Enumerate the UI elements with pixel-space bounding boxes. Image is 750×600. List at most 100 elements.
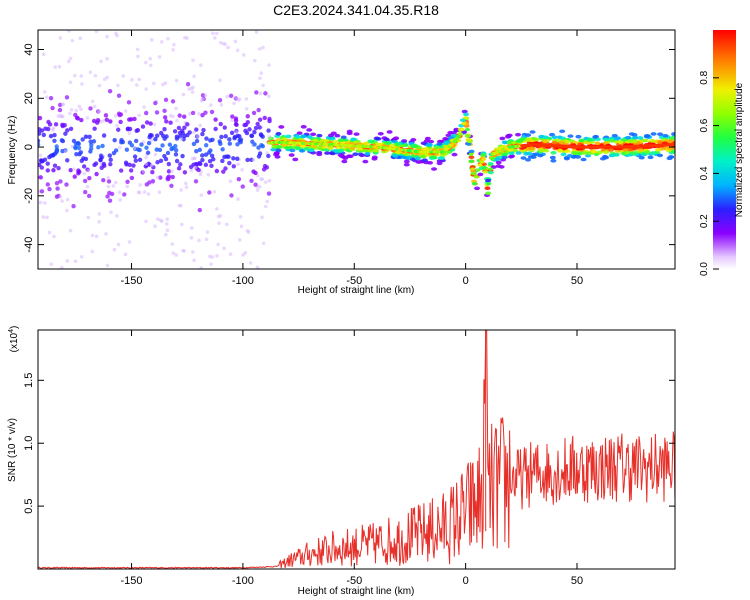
spectrogram-point [99,59,103,64]
spectrogram-point [125,126,131,132]
spectrogram-point [144,87,148,91]
spectrogram-point [97,109,101,114]
spectrogram-point [592,135,599,139]
spectrogram-point [353,132,360,136]
spectrogram-point [118,168,124,173]
spectrogram-point [632,135,639,140]
spectrogram-point [200,153,205,158]
spectrogram-point [502,152,509,157]
spectrogram-point [38,142,41,147]
spectrogram-point [170,169,174,173]
spectrogram-point [86,215,91,220]
spectrogram-point [177,113,182,118]
spectrogram-point [60,148,65,154]
spectrogram-point [442,136,449,141]
spectrogram-point [229,193,234,198]
spectrogram-point [436,161,443,166]
x-tick-label: -150 [121,575,143,587]
spectrogram-point [426,142,433,147]
spectrogram-point [241,53,246,57]
spectrogram-point [190,250,195,254]
spectrogram-point [89,146,94,151]
spectrogram-point [105,75,110,80]
spectrogram-point [74,115,80,120]
spectrogram-point [123,109,128,113]
spectrogram-point [347,154,354,159]
spectrogram-point [135,127,141,133]
spectrogram-point [68,80,73,85]
spectrogram-point [85,184,90,189]
spectrogram-point [559,129,566,134]
spectrogram-point [162,108,167,114]
spectrogram-point [179,137,184,141]
spectrogram-point [130,78,134,82]
spectrogram-point [495,164,502,168]
spectrogram-point [183,35,187,40]
spectrogram-point [52,132,57,138]
spectrogram-point [223,42,228,46]
spectrogram-point [389,143,396,148]
spectrogram-point [415,145,422,149]
spectrogram-point [550,159,557,163]
spectrogram-point [199,193,204,197]
spectrogram-point [215,254,219,258]
spectrogram-point [252,142,257,147]
spectrogram-point [572,151,579,156]
spectrogram-point [91,139,97,144]
spectrogram-point [194,148,199,154]
spectrogram-point [73,259,78,264]
spectrogram-point [133,138,139,144]
spectrogram-point [190,110,196,116]
spectrogram-point [235,133,240,139]
spectrogram-point [149,133,154,138]
spectrogram-point [275,132,282,136]
spectrogram-point [178,162,183,167]
spectrogram-point [219,103,224,107]
spectrogram-point [108,119,113,124]
spectrogram-point [528,146,535,150]
spectrogram-point [103,113,109,118]
spectrogram-point [137,113,141,118]
spectrogram-point [484,186,491,191]
spectrogram-point [580,157,587,162]
spectrogram-point [209,109,215,115]
spectrogram-point [421,158,428,163]
spectrogram-ridge-point [457,132,463,136]
spectrogram-point [218,78,222,83]
spectrogram-point [78,36,83,40]
spectrogram-point [92,162,97,168]
spectrogram-point [107,198,113,203]
spectrogram-point [247,127,252,132]
spectrogram-panel: -150 -100 -50 0 50 -40 -20 0 20 40 Height of str… [7,29,676,296]
spectrogram-point [306,128,313,132]
spectrogram-point [194,127,199,132]
spectrogram-ridge-point [452,139,458,144]
spectrogram-point [254,90,259,95]
spectrogram-point [239,224,244,229]
spectrogram-point [262,115,267,121]
spectrogram-point [316,152,323,157]
spectrogram-point [233,39,238,44]
spectrogram-point [164,222,169,226]
spectrogram-point [167,142,173,147]
spectrogram-point [58,36,63,40]
spectrogram-point [278,125,285,129]
spectrogram-point [324,151,331,155]
spectrogram-point [447,130,454,135]
spectrogram-point [240,184,245,189]
spectrogram-point [611,133,618,138]
spectrogram-point [647,155,654,160]
spectrogram-point [105,57,109,61]
spectrogram-point [171,251,176,255]
spectrogram-point [520,156,527,160]
spectrogram-point [306,135,313,139]
spectrogram-point [82,178,88,184]
spectrogram-point [350,137,357,142]
spectrogram-point [60,102,65,106]
spectrogram-point [489,157,496,161]
spectrogram-point [262,163,268,169]
spectrogram-point [117,145,122,150]
spectrogram-point [316,133,323,138]
spectrogram-point [127,131,132,136]
spectrogram-point [48,133,54,139]
